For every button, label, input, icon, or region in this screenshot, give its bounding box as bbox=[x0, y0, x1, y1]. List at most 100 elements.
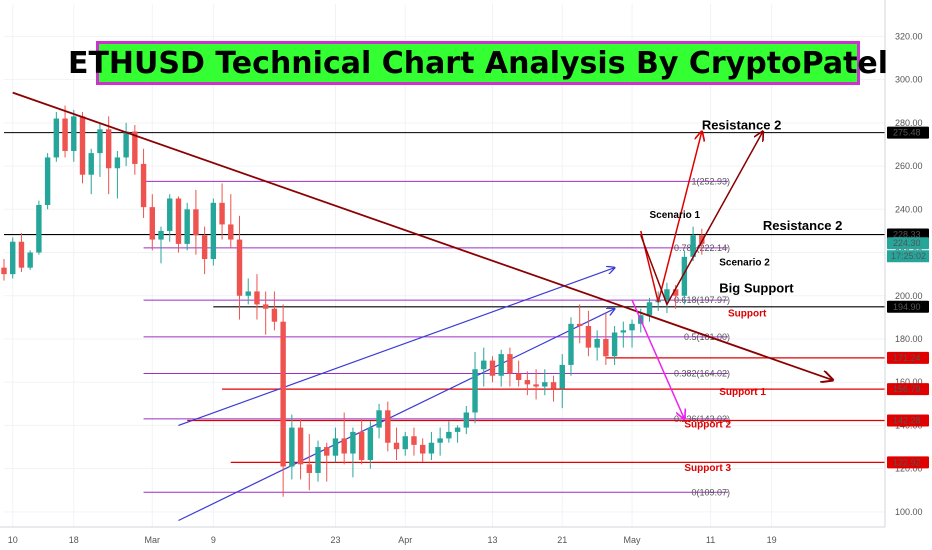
candle-body bbox=[1, 267, 7, 275]
time-axis-bg bbox=[0, 527, 932, 550]
candle-body bbox=[201, 235, 208, 260]
candle-body bbox=[350, 431, 356, 454]
candle-body bbox=[271, 308, 278, 322]
scenario-2-arrow bbox=[640, 132, 763, 307]
countdown-label: 17:25:02 bbox=[891, 251, 926, 261]
time-axis-tick: 11 bbox=[706, 535, 715, 545]
candle-body bbox=[280, 321, 286, 467]
price-tag-label: 275.48 bbox=[893, 128, 921, 138]
candle-body bbox=[27, 252, 33, 268]
scenario-1-arrow bbox=[640, 132, 702, 303]
candle-body bbox=[489, 360, 496, 376]
price-axis-tick: 160.00 bbox=[895, 377, 923, 387]
candle-body bbox=[533, 384, 539, 387]
candle-body bbox=[97, 129, 103, 154]
price-tag-label: 228.33 bbox=[893, 230, 921, 240]
candle-body bbox=[140, 163, 147, 208]
candle-body bbox=[10, 241, 16, 275]
candle-body bbox=[324, 447, 330, 456]
candle-body bbox=[550, 382, 557, 389]
candle-body bbox=[175, 198, 182, 244]
time-axis-tick: 13 bbox=[487, 535, 497, 545]
candle-body bbox=[114, 157, 121, 169]
candle-body bbox=[210, 202, 217, 260]
price-axis-tick: 100.00 bbox=[895, 507, 923, 517]
candle-body bbox=[306, 464, 313, 473]
candle-body bbox=[219, 202, 225, 225]
candle-body bbox=[664, 289, 670, 301]
price-tag-label: 156.79 bbox=[893, 384, 921, 394]
chart-title: ETHUSD Technical Chart Analysis By Crypt… bbox=[68, 41, 888, 85]
time-axis-tick: 21 bbox=[557, 535, 567, 545]
annotation-label: Resistance 2 bbox=[702, 117, 782, 132]
candle-body bbox=[472, 369, 478, 413]
candle-body bbox=[568, 323, 574, 365]
candle-body bbox=[559, 364, 565, 389]
candle-body bbox=[53, 118, 60, 158]
price-tag-label: 194.90 bbox=[893, 302, 921, 312]
price-tag-label: 122.92 bbox=[893, 457, 921, 467]
price-axis-tick: 320.00 bbox=[895, 31, 923, 41]
candle-body bbox=[262, 304, 269, 309]
candle-body bbox=[507, 354, 513, 374]
annotation-label: Scenario 2 bbox=[719, 258, 770, 269]
price-tag-label: 142.28 bbox=[893, 415, 921, 425]
candle-body bbox=[18, 241, 25, 268]
candle-body bbox=[289, 427, 295, 467]
candle-body bbox=[542, 382, 548, 387]
candle-body bbox=[603, 338, 609, 357]
time-axis-tick: 9 bbox=[211, 535, 216, 545]
candle-body bbox=[515, 373, 522, 381]
candle-body bbox=[79, 116, 86, 175]
candle-body bbox=[629, 323, 635, 331]
candle-body bbox=[428, 442, 435, 454]
price-tag-bg bbox=[887, 456, 929, 469]
annotation-label: Resistance 2 bbox=[763, 218, 843, 233]
price-axis-tick: 280.00 bbox=[895, 118, 923, 128]
candle-body bbox=[437, 438, 443, 443]
annotation-label: Big Support bbox=[719, 281, 794, 296]
time-axis-tick: Apr bbox=[398, 535, 412, 545]
downtrend-line bbox=[12, 91, 833, 380]
candle-body bbox=[193, 209, 199, 236]
candle-body bbox=[36, 204, 42, 253]
price-tag-bg bbox=[887, 351, 929, 364]
candle-body bbox=[62, 118, 68, 151]
annotation-label: Support 2 bbox=[684, 420, 731, 431]
candle-body bbox=[167, 198, 173, 231]
annotation-label: Support 1 bbox=[719, 387, 766, 398]
candle-body bbox=[646, 302, 653, 316]
candle-body bbox=[419, 444, 426, 454]
annotation-label: Support 3 bbox=[684, 463, 731, 474]
candle-body bbox=[236, 239, 243, 296]
channel-upper-line bbox=[178, 268, 614, 426]
candle-body bbox=[341, 438, 347, 454]
candle-body bbox=[611, 332, 618, 357]
candle-body bbox=[245, 291, 251, 296]
price-axis-tick: 240.00 bbox=[895, 204, 923, 214]
candle-body bbox=[585, 326, 592, 348]
price-tag-bg bbox=[887, 126, 929, 139]
time-axis-tick: 23 bbox=[330, 535, 340, 545]
candle-body bbox=[332, 438, 339, 456]
candle-body bbox=[158, 230, 164, 240]
breakdown-arrow bbox=[631, 299, 684, 419]
candle-body bbox=[454, 427, 461, 432]
countdown-bg bbox=[887, 250, 929, 263]
fib-level-label: 1(252.93) bbox=[691, 176, 730, 186]
annotation-label: Scenario 1 bbox=[649, 210, 700, 221]
fib-level-label: 0.618(197.97) bbox=[674, 295, 730, 305]
price-axis-tick: 120.00 bbox=[895, 464, 923, 474]
candle-body bbox=[411, 436, 417, 445]
price-tag-bg bbox=[887, 300, 929, 313]
price-tag-bg bbox=[887, 383, 929, 396]
price-axis-tick: 260.00 bbox=[895, 161, 923, 171]
candle-body bbox=[576, 323, 583, 327]
candle-body bbox=[690, 235, 696, 257]
time-axis-tick: 19 bbox=[767, 535, 777, 545]
candle-body bbox=[594, 338, 600, 348]
price-tag-label: 171.24 bbox=[893, 353, 921, 363]
candle-body bbox=[524, 380, 531, 385]
candle-body bbox=[681, 256, 688, 296]
